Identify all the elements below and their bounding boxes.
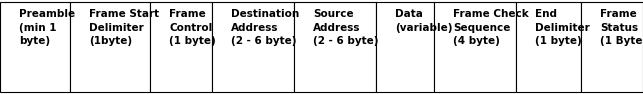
Text: Preamble
(min 1
byte): Preamble (min 1 byte): [19, 9, 75, 46]
Text: Destination
Address
(2 - 6 byte): Destination Address (2 - 6 byte): [231, 9, 300, 46]
Bar: [70, 2, 150, 92]
Text: Frame Start
Delimiter
(1byte): Frame Start Delimiter (1byte): [89, 9, 159, 46]
Bar: [294, 2, 376, 92]
Text: Frame Check
Sequence
(4 byte): Frame Check Sequence (4 byte): [453, 9, 529, 46]
Text: Frame
Status
(1 Byte): Frame Status (1 Byte): [601, 9, 643, 46]
Bar: [516, 2, 581, 92]
Text: Data
(variable): Data (variable): [395, 9, 453, 33]
Bar: [150, 2, 212, 92]
Bar: [581, 2, 643, 92]
Text: Frame
Control
(1 byte): Frame Control (1 byte): [169, 9, 216, 46]
Text: Source
Address
(2 - 6 byte): Source Address (2 - 6 byte): [313, 9, 379, 46]
Bar: [376, 2, 434, 92]
Bar: [434, 2, 516, 92]
Text: End
Delimiter
(1 byte): End Delimiter (1 byte): [535, 9, 590, 46]
Bar: [0, 2, 70, 92]
Bar: [212, 2, 294, 92]
